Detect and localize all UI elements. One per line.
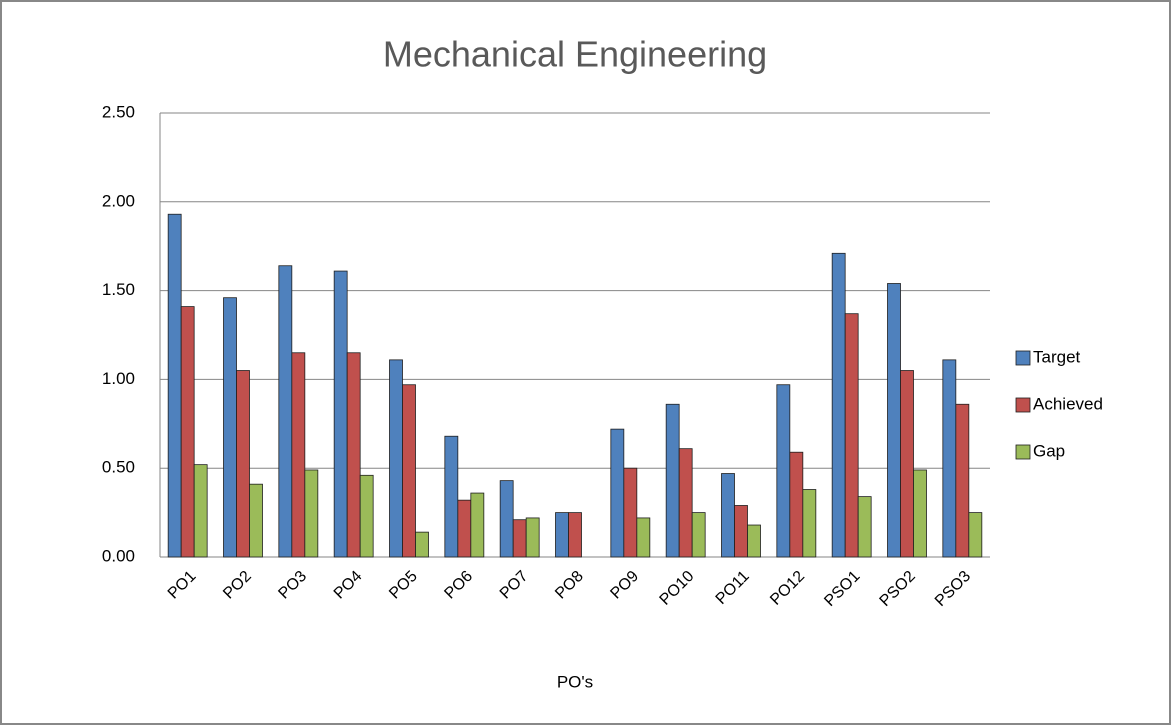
chart-title: Mechanical Engineering [383,34,767,75]
bar [346,352,361,558]
bar [734,505,748,558]
y-tick-label: 0.00 [102,546,135,565]
bar [568,512,582,558]
bar [900,370,914,558]
bar [167,213,182,558]
bar [389,359,403,558]
bar [857,496,872,558]
bar [691,512,706,558]
y-tick-label: 2.50 [102,102,135,121]
y-tick-label: 1.50 [102,280,135,299]
bar [665,403,680,558]
bar [525,517,540,558]
bar [789,451,804,558]
bar [776,384,791,558]
bar [610,428,625,558]
bar [913,469,927,558]
bar [180,306,195,558]
bar [333,270,348,558]
x-axis-title: PO's [557,672,593,691]
y-tick-label: 0.50 [102,458,135,477]
bar [802,489,817,558]
bar [193,464,208,558]
bar [457,499,472,558]
bar [678,448,693,558]
legend-swatch [1015,350,1031,366]
bar [415,531,429,558]
bar [249,483,263,558]
bar [831,252,846,558]
bar [291,352,306,558]
bar [623,467,638,558]
y-tick-label: 1.00 [102,369,135,388]
legend-label: Achieved [1033,394,1103,413]
bar [942,359,957,558]
legend-swatch [1015,397,1031,413]
bar [470,492,485,558]
bar [887,283,901,558]
bar [555,512,569,558]
bar [278,265,293,558]
bar [721,473,735,558]
legend-label: Gap [1033,441,1065,460]
bar [359,474,374,558]
bar [236,370,250,558]
legend-label: Target [1033,347,1081,366]
bar [955,403,970,558]
bar [968,512,983,558]
bar [223,297,237,558]
legend-swatch [1015,444,1031,460]
bar [636,517,651,558]
bar [499,480,514,558]
bar [512,519,527,558]
bar [444,435,459,558]
bar [844,313,859,558]
bar [304,469,319,558]
bar [402,384,416,558]
y-tick-label: 2.00 [102,191,135,210]
bar [747,524,761,558]
